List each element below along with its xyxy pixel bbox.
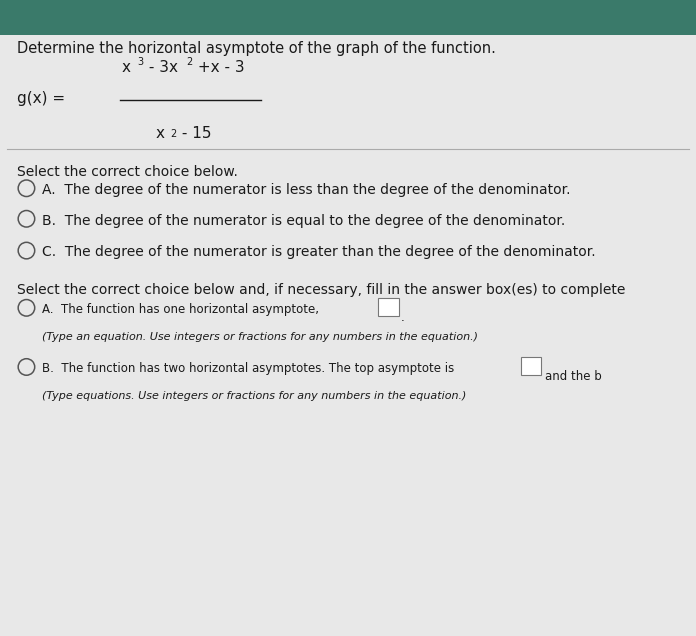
Text: Select the correct choice below.: Select the correct choice below. xyxy=(17,165,238,179)
Bar xyxy=(521,357,541,375)
Text: .: . xyxy=(401,311,404,324)
Text: and the b: and the b xyxy=(545,370,602,383)
Text: - 15: - 15 xyxy=(177,126,212,141)
Text: 2: 2 xyxy=(187,57,193,67)
Text: C.  The degree of the numerator is greater than the degree of the denominator.: C. The degree of the numerator is greate… xyxy=(42,245,595,259)
Text: +x - 3: +x - 3 xyxy=(193,60,245,75)
Text: - 3x: - 3x xyxy=(144,60,178,75)
Text: A.  The function has one horizontal asymptote,: A. The function has one horizontal asymp… xyxy=(42,303,319,315)
Text: B.  The degree of the numerator is equal to the degree of the denominator.: B. The degree of the numerator is equal … xyxy=(42,214,565,228)
Text: x: x xyxy=(122,60,131,75)
Text: Determine the horizontal asymptote of the graph of the function.: Determine the horizontal asymptote of th… xyxy=(17,41,496,57)
Text: Select the correct choice below and, if necessary, fill in the answer box(es) to: Select the correct choice below and, if … xyxy=(17,283,626,297)
Text: x: x xyxy=(155,126,164,141)
Text: (Type an equation. Use integers or fractions for any numbers in the equation.): (Type an equation. Use integers or fract… xyxy=(42,332,477,342)
Text: 2: 2 xyxy=(171,129,177,139)
Text: B.  The function has two horizontal asymptotes. The top asymptote is: B. The function has two horizontal asymp… xyxy=(42,362,454,375)
Text: g(x) =: g(x) = xyxy=(17,91,65,106)
Text: 3: 3 xyxy=(137,57,143,67)
Bar xyxy=(378,298,399,316)
Text: A.  The degree of the numerator is less than the degree of the denominator.: A. The degree of the numerator is less t… xyxy=(42,183,570,197)
Text: (Type equations. Use integers or fractions for any numbers in the equation.): (Type equations. Use integers or fractio… xyxy=(42,391,466,401)
